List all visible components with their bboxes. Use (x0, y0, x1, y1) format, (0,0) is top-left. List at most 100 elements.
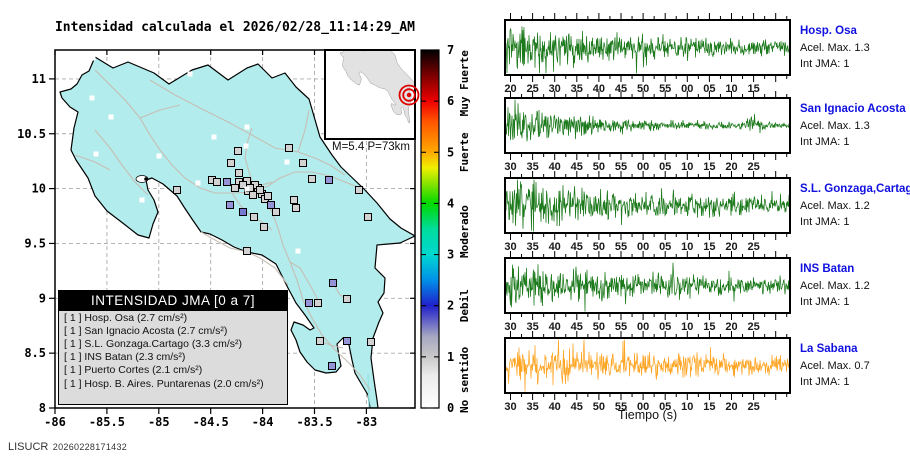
station-square-gray (264, 192, 272, 200)
time-tick-label: 55 (615, 241, 627, 253)
time-tick-label: 05 (659, 161, 671, 173)
station-square-purple (226, 201, 234, 209)
seismogram-panel: 30 35 40 45 50 55 00 05 10 15 20 25 La Sabana Acel. M… (504, 331, 870, 413)
time-tick-label: 55 (615, 401, 627, 413)
epicenter-ring-outer (398, 84, 420, 106)
station-square-white (244, 186, 250, 192)
panel-tick-labels: 30 35 40 45 50 55 00 05 10 15 20 25 (504, 321, 759, 333)
time-tick-label: 10 (681, 161, 693, 173)
colorbar-category-label: Fuerte (458, 132, 471, 172)
x-tick-label: -84 (252, 415, 274, 429)
time-tick-label: 40 (549, 241, 561, 253)
time-tick-label: 40 (549, 161, 561, 173)
waveform-trace (504, 26, 791, 74)
time-tick-label: 45 (571, 241, 583, 253)
time-tick-label: 35 (526, 161, 538, 173)
magnitude-depth-label: M=5.4 P=73km (332, 141, 410, 153)
seismogram-panel: 30 35 40 45 50 55 00 05 10 15 20 25 San Ignacio Acos… (504, 91, 906, 173)
station-name-label: San Ignacio Acosta (800, 103, 906, 115)
inset-land-group (339, 50, 415, 123)
time-tick-label: 05 (659, 321, 671, 333)
time-tick-label: 30 (504, 401, 516, 413)
time-tick-label: 25 (747, 241, 759, 253)
station-square-purple (329, 279, 337, 287)
x-tick-label: -86 (44, 415, 66, 429)
station-square-gray (290, 196, 298, 204)
time-axis-label: Tiempo (s) (617, 408, 678, 422)
time-tick-label: 20 (725, 321, 737, 333)
colorbar-tick-label: 0 (447, 401, 454, 415)
station-square-gray (260, 223, 268, 231)
station-square-gray (213, 178, 221, 186)
station-name-label: INS Batan (800, 263, 854, 275)
station-annotation: Hosp. Osa Acel. Max. 1.3 Int JMA: 1 (800, 25, 870, 70)
seismogram-panel: 20 25 30 35 40 45 50 55 00 05 10 15 Hosp. Osa Acel. M… (504, 13, 870, 95)
max-acceleration-label: Acel. Max. 1.3 (800, 42, 870, 54)
seismogram-panel: 30 35 40 45 50 55 00 05 10 15 20 25 S.L. Gonzaga,Car… (504, 171, 910, 253)
panel-tick-labels: 30 35 40 45 50 55 00 05 10 15 20 25 (504, 161, 759, 173)
legend-title: INTENSIDAD JMA [0 a 7] (59, 291, 287, 311)
road (314, 157, 346, 176)
time-tick-label: 45 (571, 321, 583, 333)
map-title: Intensidad calculada el 2026/02/28_11:14… (54, 20, 416, 35)
max-acceleration-label: Acel. Max. 0.7 (800, 360, 870, 372)
time-tick-label: 50 (593, 241, 605, 253)
road (74, 154, 111, 171)
y-tick-label: 10.5 (17, 127, 46, 141)
station-square-purple (328, 362, 336, 370)
time-tick-label: 30 (549, 83, 561, 95)
legend-station-row: [ 1 ] Hosp. B. Aires. Puntarenas (2.0 cm… (64, 377, 264, 390)
y-tick-label: 9 (39, 291, 46, 305)
y-tick-label: 9.5 (24, 236, 46, 250)
road (254, 171, 361, 193)
panel-frame (504, 19, 791, 76)
time-tick-label: 30 (504, 241, 516, 253)
station-square-gray (243, 247, 251, 255)
time-tick-label: 15 (703, 321, 715, 333)
x-tick-label: -85.5 (89, 415, 125, 429)
colorbar-tick-label: 2 (447, 299, 454, 313)
jma-intensity-label: Int JMA: 1 (800, 296, 850, 308)
panel-frame (504, 177, 791, 234)
time-tick-label: 45 (615, 83, 627, 95)
y-tick-label: 10 (32, 182, 46, 196)
station-square-gray (285, 144, 293, 152)
station-square-gray (308, 175, 316, 183)
time-tick-label: 15 (703, 161, 715, 173)
station-square-white (156, 153, 162, 159)
time-tick-label: 20 (725, 401, 737, 413)
time-tick-label: 40 (549, 401, 561, 413)
x-tick-label: -84.5 (193, 415, 229, 429)
max-acceleration-label: Acel. Max. 1.2 (800, 280, 870, 292)
costa-rica-landmass (59, 56, 415, 408)
time-tick-label: 35 (526, 321, 538, 333)
time-tick-label: 35 (571, 83, 583, 95)
jma-intensity-label: Int JMA: 1 (800, 58, 850, 70)
panel-ticks (510, 13, 788, 82)
station-annotation: S.L. Gonzaga,Cartago Acel. Max. 1.2 Int JM… (800, 183, 910, 228)
colorbar-ticks (421, 49, 439, 409)
y-tick-label: 11 (32, 72, 46, 86)
station-square-gray (364, 213, 372, 221)
legend-station-row: [ 1 ] INS Batan (2.3 cm/s²) (64, 351, 186, 364)
station-square-white (295, 248, 301, 254)
station-square-gray (235, 169, 243, 177)
time-tick-label: 00 (637, 321, 649, 333)
colorbar-tick-label: 5 (447, 145, 454, 159)
station-square-blue (239, 208, 247, 216)
colorbar-tick-label: 6 (447, 94, 454, 108)
waveform-trace (504, 99, 791, 142)
map-ticks (49, 50, 415, 414)
time-tick-label: 20 (725, 241, 737, 253)
station-square-gray (367, 338, 375, 346)
colorbar-tick-label: 4 (447, 196, 454, 210)
station-name-label: S.L. Gonzaga,Cartago (800, 183, 910, 195)
map-land-group (59, 56, 415, 408)
time-tick-label: 05 (703, 83, 715, 95)
station-square-gray (256, 186, 264, 194)
time-tick-label: 15 (703, 241, 715, 253)
station-square-white (108, 114, 114, 120)
legend-station-row: [ 1 ] San Ignacio Acosta (2.7 cm/s²) (64, 325, 228, 338)
road (94, 69, 256, 194)
